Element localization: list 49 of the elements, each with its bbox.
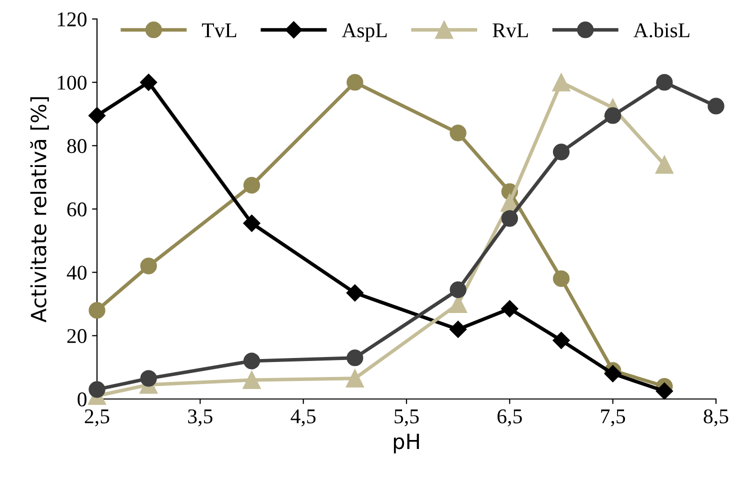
x-tick-label: 3,5 — [188, 409, 212, 426]
point — [140, 370, 157, 387]
point — [708, 98, 724, 114]
point — [88, 381, 106, 398]
legend-label: TvL — [202, 23, 236, 38]
point — [450, 281, 466, 298]
point — [88, 107, 106, 124]
y-axis-title: Activitate relativă [%] — [30, 97, 49, 322]
point — [243, 352, 260, 370]
x-tick-label: 6,5 — [498, 409, 522, 426]
point — [242, 370, 261, 390]
x-tick-label: 7,5 — [601, 410, 626, 426]
y-tick-label: 60 — [67, 202, 86, 216]
point — [140, 258, 157, 274]
legend-label: RvL — [492, 23, 528, 38]
point — [450, 124, 466, 142]
point — [552, 270, 570, 287]
x-tick-label: 4,5 — [290, 409, 316, 426]
point — [604, 107, 622, 124]
point — [604, 365, 622, 382]
point — [450, 320, 467, 338]
y-tick-label: 0 — [78, 392, 86, 406]
y-tick-label: 100 — [58, 76, 86, 90]
point — [656, 382, 673, 400]
y-tick-label: 40 — [66, 266, 86, 280]
x-tick-label: 8,5 — [704, 409, 728, 426]
point — [346, 350, 364, 366]
y-tick-label: 20 — [67, 329, 86, 344]
legend-label: A.bisL — [633, 22, 690, 38]
point — [346, 284, 364, 302]
legend-label: AspL — [342, 23, 387, 42]
point — [243, 214, 260, 232]
point — [501, 210, 518, 227]
x-tick-label: 2,5 — [84, 409, 110, 426]
point — [501, 300, 518, 318]
point — [88, 302, 106, 319]
point — [552, 144, 570, 160]
point — [346, 74, 364, 91]
point — [243, 176, 260, 194]
point — [552, 73, 570, 92]
x-axis-title: pH — [394, 434, 419, 454]
point — [656, 74, 673, 91]
point — [655, 156, 674, 174]
point — [346, 369, 364, 388]
x-tick-label: 5,5 — [394, 410, 419, 426]
y-tick-label: 120 — [58, 12, 86, 26]
y-tick-label: 80 — [67, 139, 86, 154]
point — [552, 332, 570, 349]
point — [140, 74, 158, 91]
